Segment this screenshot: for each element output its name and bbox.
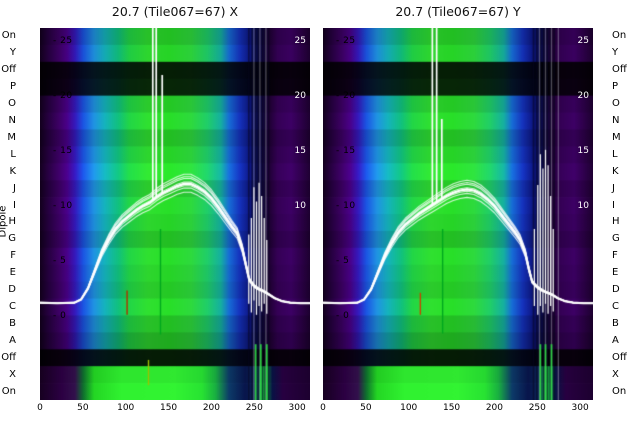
power-tick-label-right: 15 bbox=[577, 146, 589, 156]
x-tick-label: 50 bbox=[77, 403, 89, 413]
power-tick-label: - 0 bbox=[336, 311, 350, 321]
x-tick-label: 0 bbox=[320, 403, 326, 413]
x-tick-label: 150 bbox=[159, 403, 178, 413]
dipole-row-label-left: D bbox=[8, 284, 16, 296]
x-tick-label: 200 bbox=[485, 403, 504, 413]
dipole-row-label-right: G bbox=[612, 233, 620, 245]
dipole-row-label-left: J bbox=[13, 182, 16, 194]
panel-x-title: 20.7 (Tile067=67) X bbox=[111, 4, 239, 19]
dipole-row-label-right: Y bbox=[612, 47, 619, 59]
dipole-row-label-left: On bbox=[1, 385, 16, 397]
x-tick-label: 150 bbox=[442, 403, 461, 413]
dipole-row-label-right: L bbox=[612, 148, 618, 160]
dipole-row-label-left: F bbox=[10, 250, 16, 262]
dipole-row-label-left: Off bbox=[1, 351, 16, 363]
dipole-row-label-right: I bbox=[612, 199, 615, 211]
panel-y-title: 20.7 (Tile067=67) Y bbox=[395, 4, 521, 19]
power-tick-label: - 10 bbox=[336, 201, 356, 211]
dipole-row-label-right: On bbox=[612, 385, 627, 397]
power-tick-label-right: 20 bbox=[577, 91, 589, 101]
power-tick-label: - 5 bbox=[53, 256, 67, 266]
dipole-row-label-right: E bbox=[612, 267, 619, 279]
dipole-row-label-left: A bbox=[9, 334, 16, 346]
dipole-row-label-right: B bbox=[612, 317, 619, 329]
power-tick-label: - 20 bbox=[336, 91, 356, 101]
dipole-row-label-left: H bbox=[8, 216, 16, 228]
x-tick-label: 300 bbox=[288, 403, 306, 413]
power-tick-label-right: 20 bbox=[294, 91, 306, 101]
dipole-row-label-left: K bbox=[9, 165, 16, 177]
heatmap-panel-x bbox=[40, 28, 310, 400]
power-tick-label: - 20 bbox=[53, 91, 73, 101]
dipole-row-label-right: On bbox=[612, 30, 627, 42]
power-tick-label-right: 15 bbox=[294, 146, 306, 156]
dipole-row-label-left: I bbox=[13, 199, 16, 211]
power-tick-label: - 0 bbox=[53, 311, 67, 321]
dipole-row-label-left: O bbox=[8, 98, 16, 110]
dipole-row-label-right: X bbox=[612, 368, 619, 380]
x-tick-label: 250 bbox=[528, 403, 546, 413]
dipole-row-label-left: Y bbox=[9, 47, 16, 59]
x-tick-label: 300 bbox=[571, 403, 589, 413]
dipole-row-label-left: E bbox=[9, 267, 16, 279]
power-tick-label-right: 25 bbox=[294, 36, 306, 46]
dipole-row-label-right: Off bbox=[612, 64, 627, 76]
dipole-row-label-left: G bbox=[8, 233, 16, 245]
dipole-row-label-right: P bbox=[612, 81, 619, 93]
dipole-row-label-right: M bbox=[612, 131, 621, 143]
dipole-row-label-right: K bbox=[612, 165, 619, 177]
x-tick-label: 250 bbox=[245, 403, 263, 413]
dipole-row-label-left: On bbox=[1, 30, 16, 42]
x-tick-label: 100 bbox=[117, 403, 135, 413]
x-tick-label: 100 bbox=[400, 403, 418, 413]
x-tick-label: 50 bbox=[360, 403, 372, 413]
power-tick-label: - 15 bbox=[336, 146, 356, 156]
heatmap-panel-y bbox=[323, 28, 593, 400]
dipole-row-label-left: M bbox=[7, 131, 16, 143]
power-tick-label-right: 25 bbox=[577, 36, 589, 46]
x-tick-label: 0 bbox=[37, 403, 43, 413]
dipole-row-label-left: Off bbox=[1, 64, 16, 76]
dipole-row-label-right: H bbox=[612, 216, 620, 228]
dipole-row-label-right: F bbox=[612, 250, 618, 262]
dipole-row-label-left: P bbox=[9, 81, 16, 93]
power-tick-label: - 25 bbox=[53, 36, 73, 46]
power-tick-label: - 15 bbox=[53, 146, 73, 156]
power-tick-label: - 10 bbox=[53, 201, 73, 211]
power-tick-label: - 5 bbox=[336, 256, 350, 266]
power-tick-label: - 25 bbox=[336, 36, 356, 46]
dipole-row-label-right: O bbox=[612, 98, 620, 110]
dipole-row-label-left: N bbox=[8, 115, 16, 126]
dipole-row-label-right: C bbox=[612, 301, 619, 312]
dipole-row-label-left: L bbox=[10, 148, 16, 160]
x-tick-label: 200 bbox=[202, 403, 221, 413]
dipole-row-label-left: B bbox=[9, 317, 16, 329]
dipole-row-label-right: N bbox=[612, 115, 620, 126]
dipole-row-label-right: D bbox=[612, 284, 620, 296]
dipole-row-label-left: X bbox=[9, 368, 16, 380]
dipole-row-label-left: C bbox=[9, 301, 16, 312]
dipole-row-label-right: A bbox=[612, 334, 619, 346]
power-tick-label-right: 10 bbox=[294, 201, 306, 211]
power-tick-label-right: 10 bbox=[577, 201, 589, 211]
dipole-row-label-right: Off bbox=[612, 351, 627, 363]
dipole-row-label-right: J bbox=[612, 182, 615, 194]
